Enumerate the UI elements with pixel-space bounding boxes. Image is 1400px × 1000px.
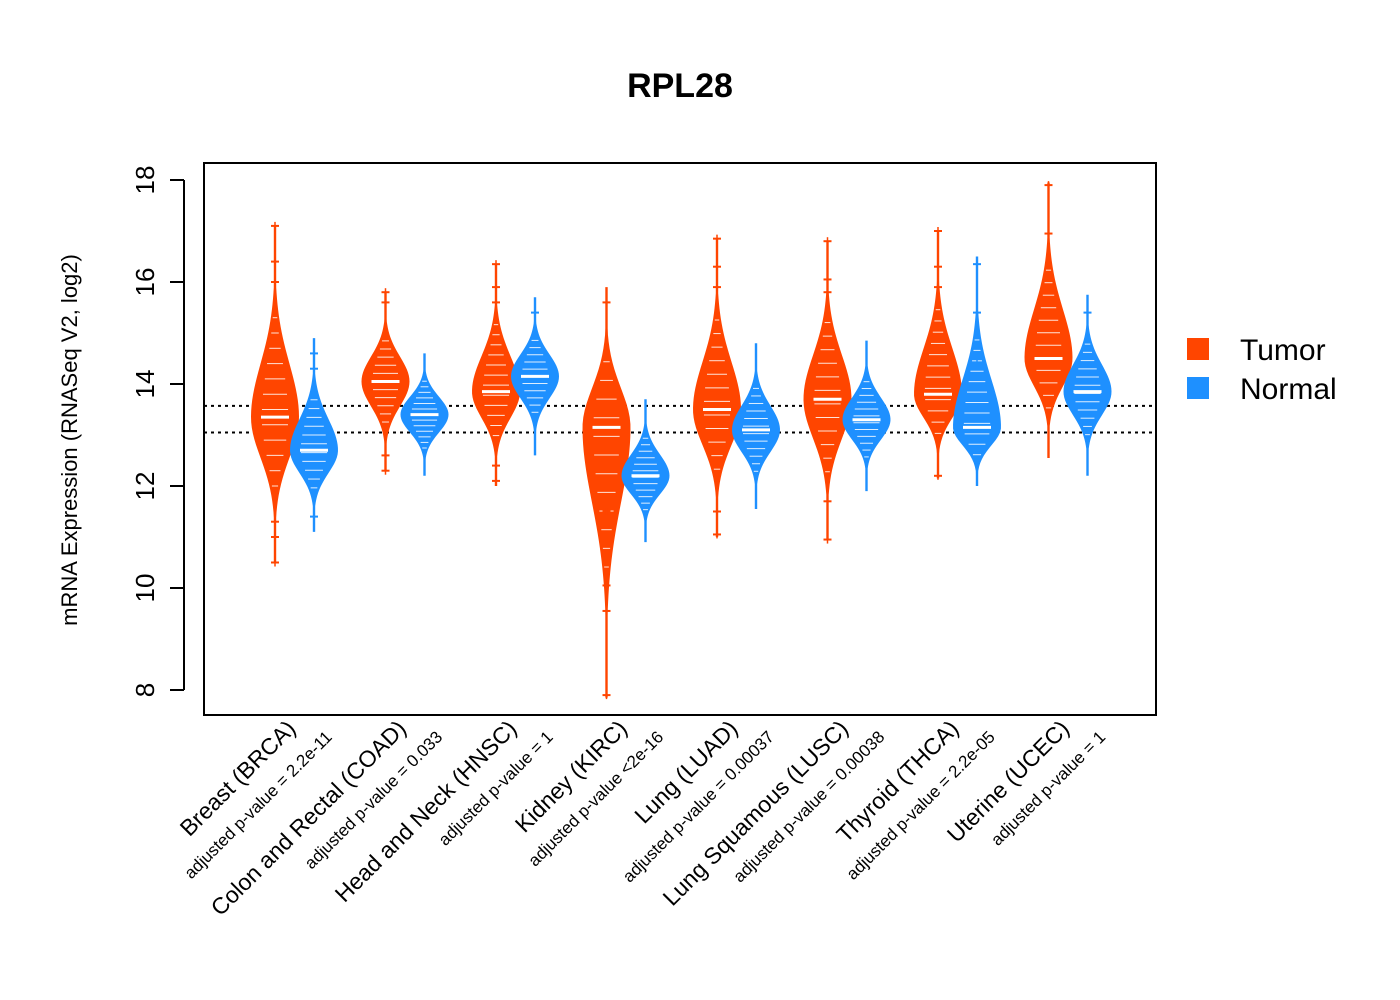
violin-normal-5: [842, 340, 891, 492]
violin-normal-3: [621, 399, 670, 543]
violin-normal-1: [400, 353, 449, 476]
y-axis-label: mRNA Expression (RNASeq V2, log2): [57, 254, 82, 626]
y-tick-label: 18: [130, 166, 160, 195]
violin-tumor-7: [1024, 181, 1073, 458]
y-tick-label: 16: [130, 268, 160, 297]
y-tick-label: 8: [130, 683, 160, 697]
x-axis-categories: Breast (BRCA)adjusted p-value = 2.2e-11C…: [175, 715, 1110, 920]
violin-normal-7: [1063, 294, 1112, 476]
legend-label-normal: Normal: [1240, 373, 1337, 406]
y-tick-label: 10: [130, 574, 160, 603]
y-axis: 8 10 12 14 16 18: [130, 166, 185, 697]
violin-normal-6: [953, 256, 1001, 486]
violin-tumor-3: [582, 287, 631, 700]
y-tick-label: 14: [130, 370, 160, 399]
violin-normal-2: [511, 297, 559, 456]
chart-title: RPL28: [627, 67, 733, 105]
legend-label-tumor: Tumor: [1240, 334, 1326, 367]
violin-tumor-1: [361, 288, 410, 475]
legend: Tumor Normal: [1187, 334, 1337, 406]
legend-swatch-tumor: [1187, 338, 1209, 360]
violin-normal-0: [290, 338, 338, 532]
violin-normal-4: [732, 343, 780, 509]
violin-tumor-5: [803, 237, 852, 544]
violin-tumor-2: [472, 260, 520, 486]
plot-frame: [203, 162, 1157, 716]
plot-area: [204, 181, 1156, 700]
violin-tumor-0: [251, 221, 299, 567]
y-tick-label: 12: [130, 472, 160, 501]
violin-tumor-6: [914, 227, 962, 480]
legend-swatch-normal: [1187, 377, 1209, 399]
violin-tumor-4: [693, 234, 741, 539]
